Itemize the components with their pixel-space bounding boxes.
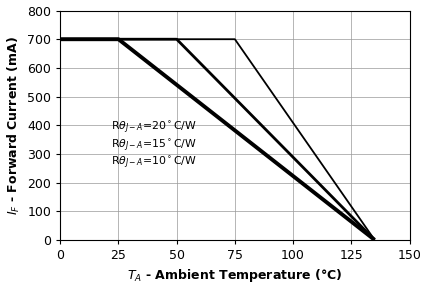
Text: R$\theta_{J-A}$=10$^\circ$C/W: R$\theta_{J-A}$=10$^\circ$C/W (111, 154, 197, 171)
Y-axis label: $I_F$ - Forward Current (mA): $I_F$ - Forward Current (mA) (6, 36, 22, 215)
Text: R$\theta_{J-A}$=20$^\circ$C/W: R$\theta_{J-A}$=20$^\circ$C/W (111, 120, 197, 136)
Text: R$\theta_{J-A}$=15$^\circ$C/W: R$\theta_{J-A}$=15$^\circ$C/W (111, 137, 197, 153)
X-axis label: $T_A$ - Ambient Temperature (°C): $T_A$ - Ambient Temperature (°C) (127, 267, 342, 284)
